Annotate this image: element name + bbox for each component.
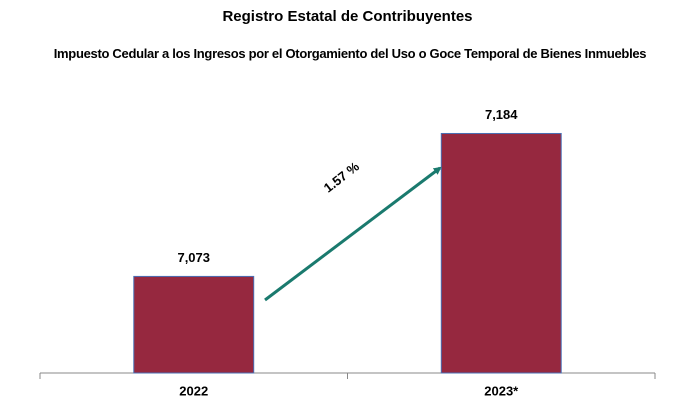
annotation: 1.57 % <box>321 159 362 196</box>
chart-title: Registro Estatal de Contribuyentes <box>222 8 473 25</box>
chart-subtitle: Impuesto Cedular a los Ingresos por el O… <box>53 46 647 61</box>
bar <box>440 132 562 374</box>
trend-arrow <box>264 166 442 302</box>
x-tick-label: 2022 <box>179 383 208 398</box>
bar <box>133 275 255 374</box>
data-label: 7,073 <box>177 250 210 265</box>
data-label: 7,184 <box>485 107 518 122</box>
x-tick-label: 2023* <box>484 383 519 398</box>
